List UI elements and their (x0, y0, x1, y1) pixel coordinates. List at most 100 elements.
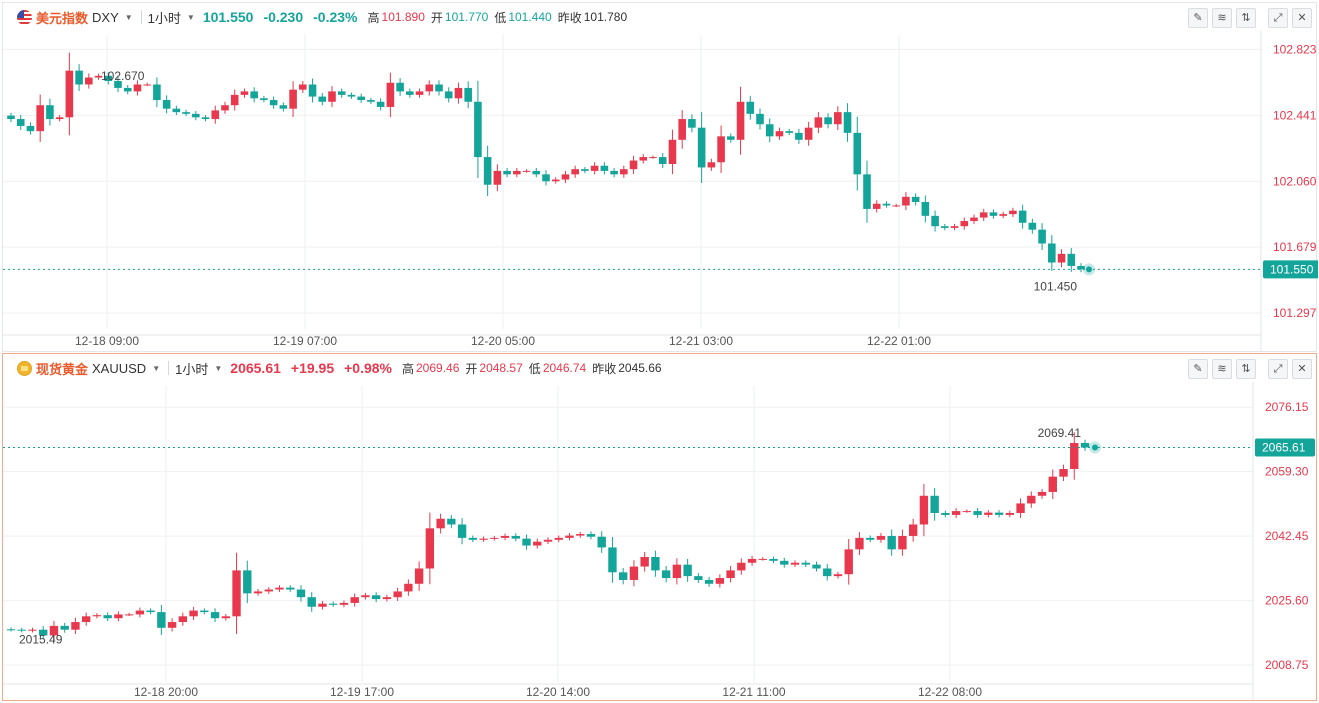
candle-body (243, 570, 252, 594)
close-icon[interactable]: ✕ (1292, 359, 1312, 379)
candle-body (801, 562, 810, 565)
candle-body (727, 136, 735, 140)
xauusd-toolbar: ✎ ≋ ⇅ ⤢ ✕ (1184, 359, 1312, 379)
y-tick-label: 101.679 (1273, 240, 1317, 254)
candle (533, 538, 542, 549)
candle (853, 116, 862, 191)
prev-close-label: 昨收 (592, 361, 617, 376)
period-selector[interactable]: 1小时 (175, 361, 209, 377)
period-dropdown-icon[interactable]: ▼ (186, 12, 195, 22)
high-label: 高 (367, 10, 380, 25)
symbol-code[interactable]: XAUUSD (92, 360, 147, 376)
compare-icon[interactable]: ⇅ (1236, 359, 1256, 379)
candle-body (85, 77, 93, 85)
x-tick-label: 12-18 09:00 (75, 334, 139, 348)
symbol-dropdown-icon[interactable]: ▼ (124, 12, 133, 22)
candle-body (1018, 210, 1027, 223)
xauusd-candlestick-chart[interactable]: 2076.15 2059.30 2042.45 2025.60 2008.75 12-18… (3, 354, 1318, 702)
candle (114, 611, 123, 622)
candle-body (780, 560, 789, 565)
period-dropdown-icon[interactable]: ▼ (214, 363, 223, 373)
candle-body (651, 557, 660, 571)
candle-body (511, 535, 520, 539)
expand-icon[interactable]: ⤢ (1268, 359, 1288, 379)
candle (260, 96, 268, 103)
prev-close-value: 101.780 (583, 10, 628, 24)
candle (892, 203, 900, 208)
dxy-chart-panel[interactable]: 美元指数 DXY ▼ 1小时 ▼ 101.550 -0.230 -0.23% 高… (2, 2, 1318, 353)
last-price: 101.550 (202, 9, 254, 25)
candle (1070, 432, 1079, 480)
candle (600, 162, 609, 175)
symbol-name[interactable]: 美元指数 (36, 10, 89, 26)
candle (404, 579, 413, 596)
y-tick-label: 2025.60 (1265, 594, 1309, 608)
candle-body (490, 537, 499, 539)
x-tick-label: 12-20 05:00 (471, 334, 535, 348)
candle-body (347, 94, 356, 97)
draw-icon[interactable]: ✎ (1188, 8, 1208, 28)
candle-body (683, 564, 692, 577)
compare-icon[interactable]: ⇅ (1236, 8, 1256, 28)
candle (717, 125, 725, 174)
candle-body (396, 82, 404, 92)
period-selector[interactable]: 1小时 (147, 10, 181, 26)
expand-icon[interactable]: ⤢ (1268, 8, 1288, 28)
candle (941, 510, 950, 518)
candle-body (454, 87, 463, 99)
candle (769, 556, 778, 564)
draw-icon[interactable]: ✎ (1188, 359, 1208, 379)
candle-body (565, 535, 574, 538)
candle-body (172, 108, 181, 113)
x-tick-label: 12-18 20:00 (134, 685, 198, 699)
candle (882, 201, 891, 208)
candle-body (882, 203, 891, 206)
candle (167, 618, 177, 632)
candle-body (28, 629, 37, 631)
candle (289, 81, 297, 118)
candle-body (275, 587, 284, 590)
symbol-dropdown-icon[interactable]: ▼ (152, 363, 161, 373)
candle (26, 122, 35, 135)
indicator-icon[interactable]: ≋ (1212, 359, 1232, 379)
symbol-name[interactable]: 现货黄金 (36, 361, 89, 377)
candle (299, 80, 307, 94)
candle-body (951, 511, 961, 515)
candle-body (618, 572, 628, 580)
candle (999, 211, 1007, 219)
candle (804, 121, 813, 146)
price-change: -0.230 (263, 9, 304, 25)
candle-body (146, 610, 155, 613)
dxy-candlestick-chart[interactable]: 102.823 102.441 102.060 101.679 101.297 12-18… (3, 3, 1318, 353)
last-price-tag (1263, 260, 1318, 279)
symbol-code[interactable]: DXY (92, 9, 119, 25)
high-value: 2069.46 (416, 361, 460, 375)
candle (192, 110, 200, 121)
candle (210, 608, 220, 623)
candle (930, 488, 939, 521)
indicator-icon[interactable]: ≋ (1212, 8, 1232, 28)
candle-body (479, 538, 488, 540)
candle-body (554, 537, 563, 540)
candle-body (843, 112, 852, 133)
candle-body (337, 91, 346, 95)
candle-body (264, 589, 273, 592)
candle-body (736, 101, 745, 140)
candle-body (60, 625, 69, 630)
candle-body (71, 622, 80, 630)
us-flag-icon (17, 9, 32, 25)
xauusd-chart-panel[interactable]: 现货黄金 XAUUSD ▼ 1小时 ▼ 2065.61 +19.95 +0.98… (2, 353, 1317, 701)
candle-body (210, 612, 220, 619)
price-change-pct: +0.98% (344, 360, 392, 376)
candle-body (357, 96, 365, 101)
candle (318, 600, 327, 610)
candle (661, 566, 671, 583)
candle (435, 80, 443, 96)
candle-body (863, 174, 871, 209)
close-icon[interactable]: ✕ (1292, 8, 1312, 28)
candle (232, 552, 241, 635)
candle (801, 560, 810, 568)
candle-body (382, 597, 392, 600)
candle-body (921, 202, 930, 216)
candle (436, 513, 445, 534)
